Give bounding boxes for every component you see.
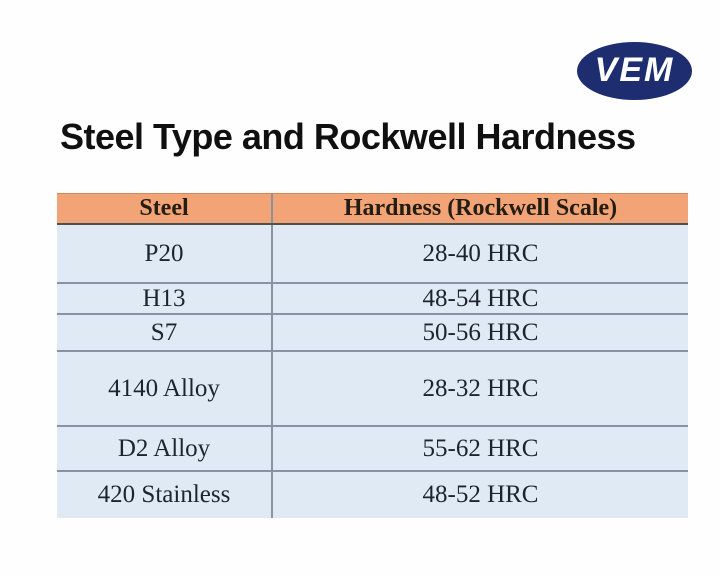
cell-steel: 4140 Alloy — [57, 352, 273, 425]
table-row: 420 Stainless 48-52 HRC — [57, 472, 688, 518]
cell-hardness: 55-62 HRC — [422, 434, 539, 462]
page-title: Steel Type and Rockwell Hardness — [60, 116, 636, 157]
cell-hardness: 48-52 HRC — [422, 481, 539, 508]
cell-steel: H13 — [57, 284, 273, 313]
cell-hardness: 50-56 HRC — [422, 318, 539, 346]
cell-hardness: 28-40 HRC — [422, 239, 539, 267]
table-row: H13 48-54 HRC — [57, 284, 688, 315]
vem-logo-text: VEM — [594, 50, 675, 89]
cell-hardness: 28-32 HRC — [422, 374, 539, 402]
header-cell-steel: Steel — [57, 194, 273, 223]
cell-hardness: 48-54 HRC — [422, 284, 539, 312]
header-cell-hardness: Hardness (Rockwell Scale) — [343, 195, 618, 221]
cell-steel: S7 — [57, 315, 273, 350]
cell-steel: P20 — [57, 225, 273, 282]
hardness-table: Steel Hardness (Rockwell Scale) P20 28-4… — [57, 193, 688, 518]
table-row: P20 28-40 HRC — [57, 225, 688, 284]
table-row: 4140 Alloy 28-32 HRC — [57, 352, 688, 427]
cell-steel: 420 Stainless — [57, 472, 273, 518]
table-header-row: Steel Hardness (Rockwell Scale) — [57, 193, 688, 225]
cell-steel: D2 Alloy — [57, 427, 273, 470]
vem-logo: VEM — [577, 42, 692, 100]
table-row: D2 Alloy 55-62 HRC — [57, 427, 688, 472]
table-row: S7 50-56 HRC — [57, 315, 688, 352]
